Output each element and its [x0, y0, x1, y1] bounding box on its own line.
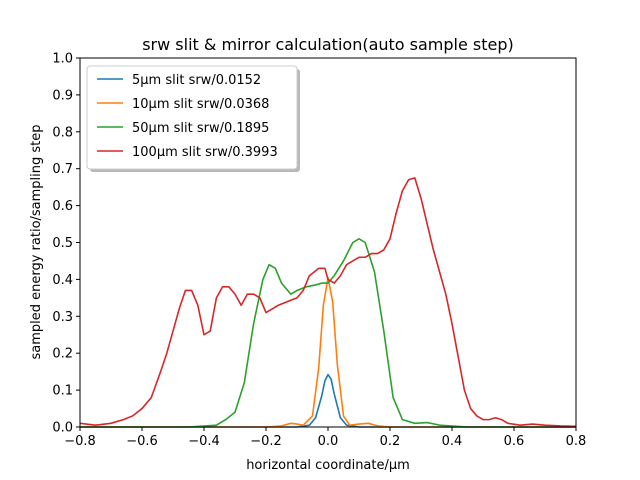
x-tick-label: −0.8 [64, 434, 96, 449]
y-tick-label: 1.0 [52, 52, 73, 67]
y-tick-label: 0.0 [52, 421, 73, 436]
legend: 5μm slit srw/0.0152 10μm slit srw/0.0368 5… [86, 65, 300, 172]
legend-label-2: 50μm slit srw/0.1895 [132, 121, 269, 136]
y-tick-label: 0.5 [52, 236, 73, 251]
series-line-0 [80, 373, 576, 428]
legend-label-1: 10μm slit srw/0.0368 [132, 97, 269, 112]
y-tick-label: 0.9 [52, 88, 73, 103]
x-tick-label: 0.0 [318, 434, 339, 449]
y-tick-label: 0.3 [52, 310, 73, 325]
legend-box [86, 65, 298, 170]
x-tick-label: 0.4 [442, 434, 463, 449]
series-layer [79, 177, 577, 428]
y-axis-label: sampled energy ratio/sampling step [29, 124, 44, 359]
y-tick-label: 0.2 [52, 347, 73, 362]
y-tick-label: 0.8 [52, 125, 73, 140]
series-line-3 [79, 177, 577, 428]
x-tick-label: −0.2 [250, 434, 282, 449]
y-tick-label: 0.1 [52, 384, 73, 399]
axes-layer: −0.8 −0.6 −0.4 −0.2 0.0 0.2 0.4 0.6 0.8 0.0 0.1 0.2… [52, 52, 586, 450]
legend-label-0: 5μm slit srw/0.0152 [132, 73, 261, 88]
x-axis-label: horizontal coordinate/μm [246, 458, 410, 473]
chart-title: srw slit & mirror calculation(auto sampl… [142, 35, 514, 54]
series-line-2 [80, 238, 576, 428]
x-tick-label: −0.4 [188, 434, 220, 449]
y-tick-label: 0.6 [52, 199, 73, 214]
y-tick-label: 0.7 [52, 162, 73, 177]
legend-label-3: 100μm slit srw/0.3993 [132, 145, 278, 160]
x-tick-label: 0.6 [504, 434, 525, 449]
y-tick-label: 0.4 [52, 273, 73, 288]
plot-frame [79, 57, 577, 428]
x-tick-label: 0.2 [380, 434, 401, 449]
x-tick-label: 0.8 [566, 434, 587, 449]
x-tick-label: −0.6 [126, 434, 158, 449]
